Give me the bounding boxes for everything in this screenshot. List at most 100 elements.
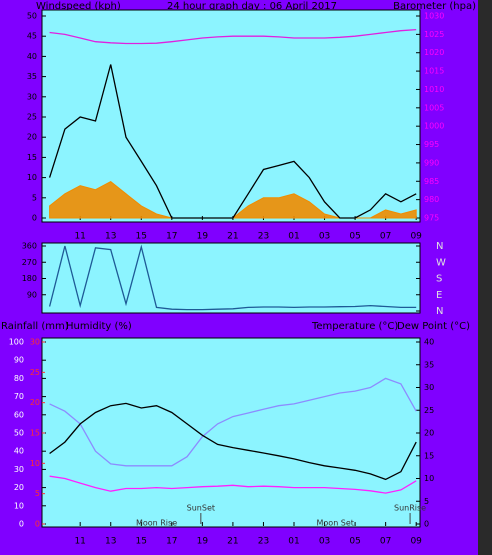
y-tick-label: 5 [32, 193, 37, 202]
x-tick-label: 13 [105, 537, 116, 547]
x-tick-label: 07 [380, 537, 391, 547]
y2-tick-label: S [436, 274, 442, 285]
rain-tick-label: 10 [30, 459, 40, 468]
temperature-label: Temperature (°C) [311, 321, 398, 332]
right-edge [478, 0, 492, 555]
x-tick-label: 15 [136, 232, 147, 242]
y2-tick-label: 25 [424, 406, 434, 415]
chart-title: 24 hour graph day : 06 April 2017 [167, 1, 337, 12]
baro-label: Barometer (hpa) [393, 1, 476, 12]
x-tick-label: 11 [74, 232, 85, 242]
y-tick-label: 360 [22, 242, 37, 251]
y2-tick-label: 1005 [424, 103, 444, 112]
x-tick-label: 17 [166, 232, 177, 242]
x-tick-label: 03 [319, 537, 330, 547]
annotation: SunSet [187, 504, 215, 513]
x-tick-label: 05 [349, 232, 360, 242]
y2-tick-label: N [436, 241, 443, 252]
annotation: Moon Set [317, 519, 354, 528]
y2-tick-label: 990 [424, 158, 439, 167]
x-tick-label: 15 [136, 537, 147, 547]
y2-tick-label: 1000 [424, 122, 444, 131]
y-tick-label: 30 [27, 92, 37, 101]
x-tick-label: 19 [197, 232, 209, 242]
rain-tick-label: 0 [35, 520, 40, 529]
y-tick-label: 40 [14, 447, 24, 456]
y2-tick-label: W [436, 257, 446, 268]
y2-tick-label: 40 [424, 338, 434, 347]
y2-tick-label: 15 [424, 451, 434, 460]
y2-tick-label: 1015 [424, 67, 444, 76]
y2-tick-label: 0 [424, 520, 429, 529]
x-tick-label: 01 [288, 537, 299, 547]
y2-tick-label: 1010 [424, 85, 444, 94]
y-tick-label: 50 [27, 12, 37, 21]
x-tick-label: 13 [105, 232, 116, 242]
x-tick-label: 01 [288, 232, 299, 242]
x-tick-label: 03 [319, 232, 330, 242]
y2-tick-label: 20 [424, 429, 434, 438]
x-tick-label: 09 [410, 232, 422, 242]
y2-tick-label: 5 [424, 497, 429, 506]
y-tick-label: 20 [14, 483, 24, 492]
series-line [49, 377, 417, 467]
y-tick-label: 0 [32, 214, 37, 223]
y-tick-label: 60 [14, 410, 24, 419]
y-tick-label: 90 [27, 290, 37, 299]
rain-tick-label: 5 [35, 489, 40, 498]
plot-area [41, 337, 421, 528]
y-tick-label: 70 [14, 392, 24, 401]
y2-tick-label: 30 [424, 383, 434, 392]
rain-tick-label: 20 [30, 398, 40, 407]
y-tick-label: 10 [14, 501, 24, 510]
y-tick-label: 80 [14, 374, 24, 383]
rain-tick-label: 25 [30, 368, 40, 377]
series-line [48, 244, 417, 311]
y-tick-label: 35 [27, 72, 37, 81]
rain-label: Rainfall (mm) [1, 321, 69, 332]
y-tick-label: 100 [9, 338, 24, 347]
y-tick-label: 0 [19, 520, 24, 529]
y-tick-label: 45 [27, 32, 37, 41]
annotation: SunRise [394, 504, 426, 513]
y-tick-label: 50 [14, 429, 24, 438]
dewpoint-label: Dew Point (°C) [397, 321, 470, 332]
y2-tick-label: 995 [424, 140, 439, 149]
y2-tick-label: 980 [424, 195, 439, 204]
x-tick-label: 21 [227, 232, 238, 242]
y-tick-label: 270 [22, 258, 37, 267]
x-tick-label: 23 [258, 232, 269, 242]
y-tick-label: 15 [27, 153, 37, 162]
y-tick-label: 180 [22, 274, 37, 283]
y2-tick-label: 1025 [424, 30, 444, 39]
y-tick-label: 40 [27, 52, 37, 61]
y2-tick-label: E [436, 290, 442, 301]
y2-tick-label: 985 [424, 177, 439, 186]
y-tick-label: 30 [14, 465, 24, 474]
x-tick-label: 23 [258, 537, 269, 547]
x-tick-label: 11 [74, 537, 85, 547]
plot-area [41, 242, 421, 314]
y2-tick-label: 975 [424, 214, 439, 223]
x-tick-label: 17 [166, 537, 177, 547]
wind-label: Windspeed (kph) [36, 1, 121, 12]
y2-tick-label: 1020 [424, 48, 444, 57]
x-tick-label: 19 [197, 537, 209, 547]
humidity-label: Humidity (%) [66, 321, 132, 332]
y-tick-label: 90 [14, 356, 24, 365]
x-tick-label: 05 [349, 537, 360, 547]
series-line [49, 28, 417, 45]
y-tick-label: 25 [27, 113, 37, 122]
x-tick-label: 09 [410, 537, 422, 547]
y-tick-label: 10 [27, 173, 37, 182]
y2-tick-label: 10 [424, 474, 434, 483]
y2-tick-label: 35 [424, 360, 434, 369]
series-area [49, 181, 417, 219]
y2-tick-label: 1030 [424, 12, 444, 21]
rain-tick-label: 30 [30, 338, 40, 347]
series-line [49, 475, 417, 494]
x-tick-label: 07 [380, 232, 391, 242]
rain-tick-label: 15 [30, 429, 40, 438]
series-line [49, 402, 417, 481]
